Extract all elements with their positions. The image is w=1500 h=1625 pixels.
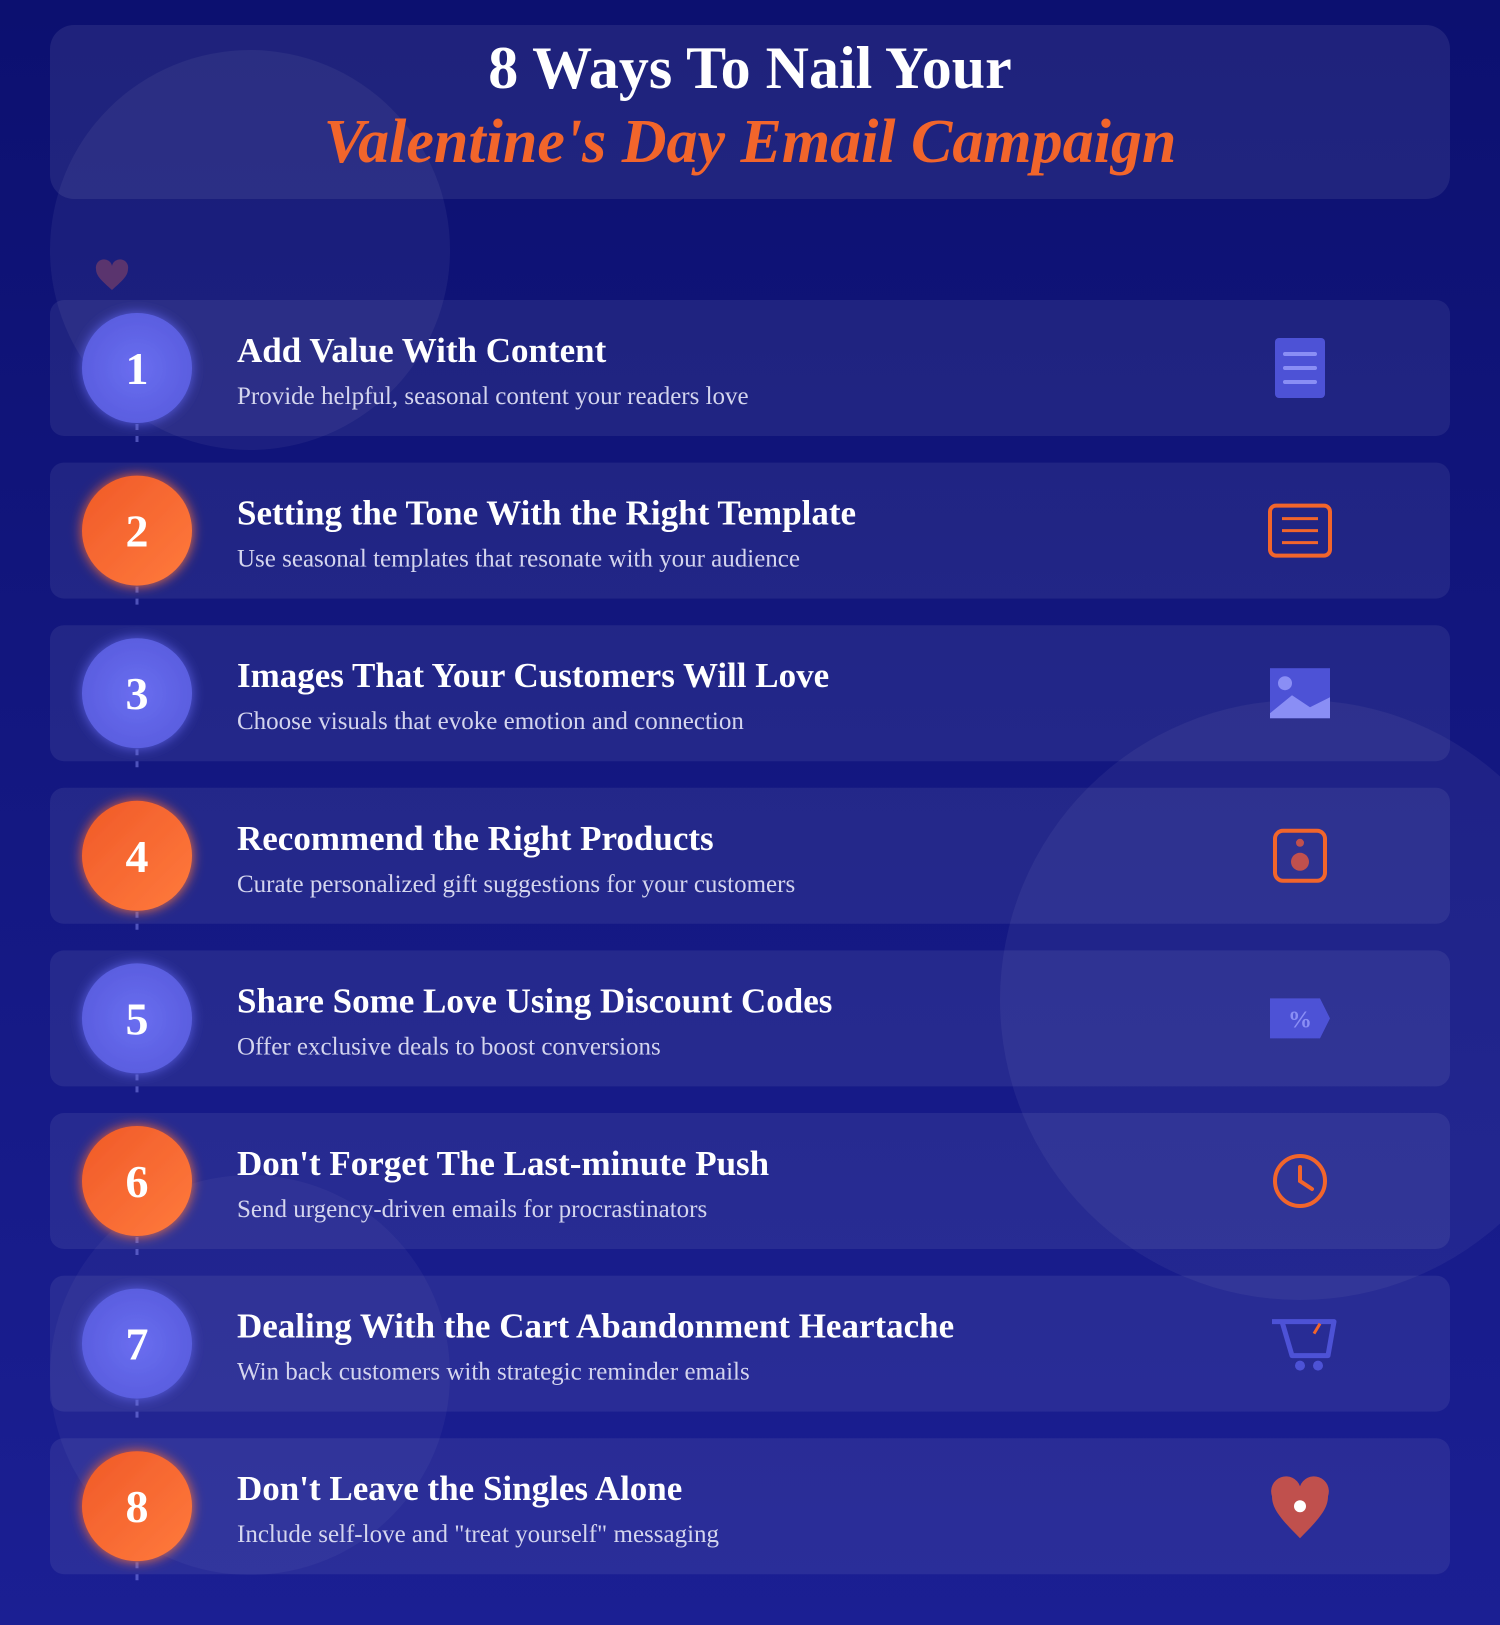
item-description: Provide helpful, seasonal content your r…: [237, 383, 749, 410]
item-title: Share Some Love Using Discount Codes: [237, 981, 832, 1020]
item-card: [50, 787, 1450, 924]
item-description: Send urgency-driven emails for procrasti…: [237, 1196, 707, 1223]
item-card: [50, 1113, 1450, 1249]
number-badge: [82, 638, 192, 749]
number-badge: [82, 475, 192, 586]
title: 8 Ways To Nail Your: [488, 35, 1012, 101]
number-badge: [82, 963, 192, 1074]
number-badge: [82, 800, 192, 911]
icon-product: [1273, 828, 1327, 883]
number-badge: [82, 313, 192, 423]
subtitle: Valentine's Day Email Campaign: [324, 108, 1177, 176]
item-card: [50, 1438, 1450, 1575]
list-item: 8 Don't Leave the Singles Alone Include se…: [50, 1438, 1450, 1583]
icon-dot: [1296, 838, 1304, 847]
number: 1: [126, 343, 149, 394]
number-badge: [82, 1288, 192, 1399]
item-title: Don't Leave the Singles Alone: [237, 1469, 682, 1508]
icon-mountain: [1270, 695, 1330, 719]
number-badge: [82, 1451, 192, 1562]
header-card: [50, 25, 1450, 199]
item-description: Use seasonal templates that resonate wit…: [237, 546, 800, 573]
item-description: Win back customers with strategic remind…: [237, 1359, 750, 1386]
item-description: Offer exclusive deals to boost conversio…: [237, 1033, 661, 1060]
list-item: 6 Don't Forget The Last-minute Push Send u…: [50, 1113, 1450, 1257]
icon-hands: [1298, 1165, 1314, 1191]
item-title: Setting the Tone With the Right Template: [237, 494, 856, 533]
icon-wheel: [1313, 1360, 1323, 1371]
item-title: Recommend the Right Products: [237, 819, 714, 858]
number: 4: [126, 831, 149, 882]
icon-sun: [1278, 676, 1292, 691]
icon-wheel: [1295, 1360, 1305, 1371]
icon-tag: [1270, 998, 1330, 1039]
icon-label: %: [1288, 1007, 1312, 1033]
list: 1 Add Value With Content Provide helpful, …: [50, 300, 1450, 1583]
item-card: [50, 625, 1450, 762]
list-item: 1 Add Value With Content Provide helpful, …: [50, 300, 1450, 444]
icon-dot: [1291, 852, 1309, 871]
list-item: 5 Share Some Love Using Discount Codes Off…: [50, 950, 1450, 1095]
item-card: [50, 300, 1450, 436]
list-item: 7 Dealing With the Cart Abandonment Heart…: [50, 1275, 1450, 1420]
list-item: 4 Recommend the Right Products Curate pers…: [50, 787, 1450, 932]
decor-heart: [95, 259, 129, 290]
number: 6: [126, 1156, 149, 1207]
decor-circle: [1000, 700, 1500, 1300]
item-description: Include self-love and "treat yourself" m…: [237, 1521, 720, 1548]
item-card: [50, 950, 1450, 1087]
icon-clock: [1273, 1154, 1327, 1208]
list-item: 3 Images That Your Customers Will Love Cho…: [50, 625, 1450, 770]
item-card: [50, 1275, 1450, 1412]
number: 2: [126, 506, 149, 557]
list-item: 2 Setting the Tone With the Right Templat…: [50, 462, 1450, 607]
icon-template: [1268, 503, 1332, 558]
item-title: Don't Forget The Last-minute Push: [237, 1144, 769, 1183]
icon-mark: [1312, 1322, 1322, 1335]
icon-cart: [1272, 1319, 1337, 1359]
number: 8: [126, 1481, 149, 1532]
item-description: Choose visuals that evoke emotion and co…: [237, 708, 744, 735]
number: 5: [126, 993, 149, 1044]
icon-dot: [1294, 1500, 1306, 1513]
item-title: Images That Your Customers Will Love: [237, 656, 829, 695]
number: 7: [126, 1319, 149, 1370]
number: 3: [126, 668, 149, 719]
item-title: Add Value With Content: [237, 331, 607, 370]
item-description: Curate personalized gift suggestions for…: [237, 871, 795, 898]
item-title: Dealing With the Cart Abandonment Hearta…: [237, 1307, 954, 1346]
item-card: [50, 462, 1450, 599]
number-badge: [82, 1126, 192, 1236]
